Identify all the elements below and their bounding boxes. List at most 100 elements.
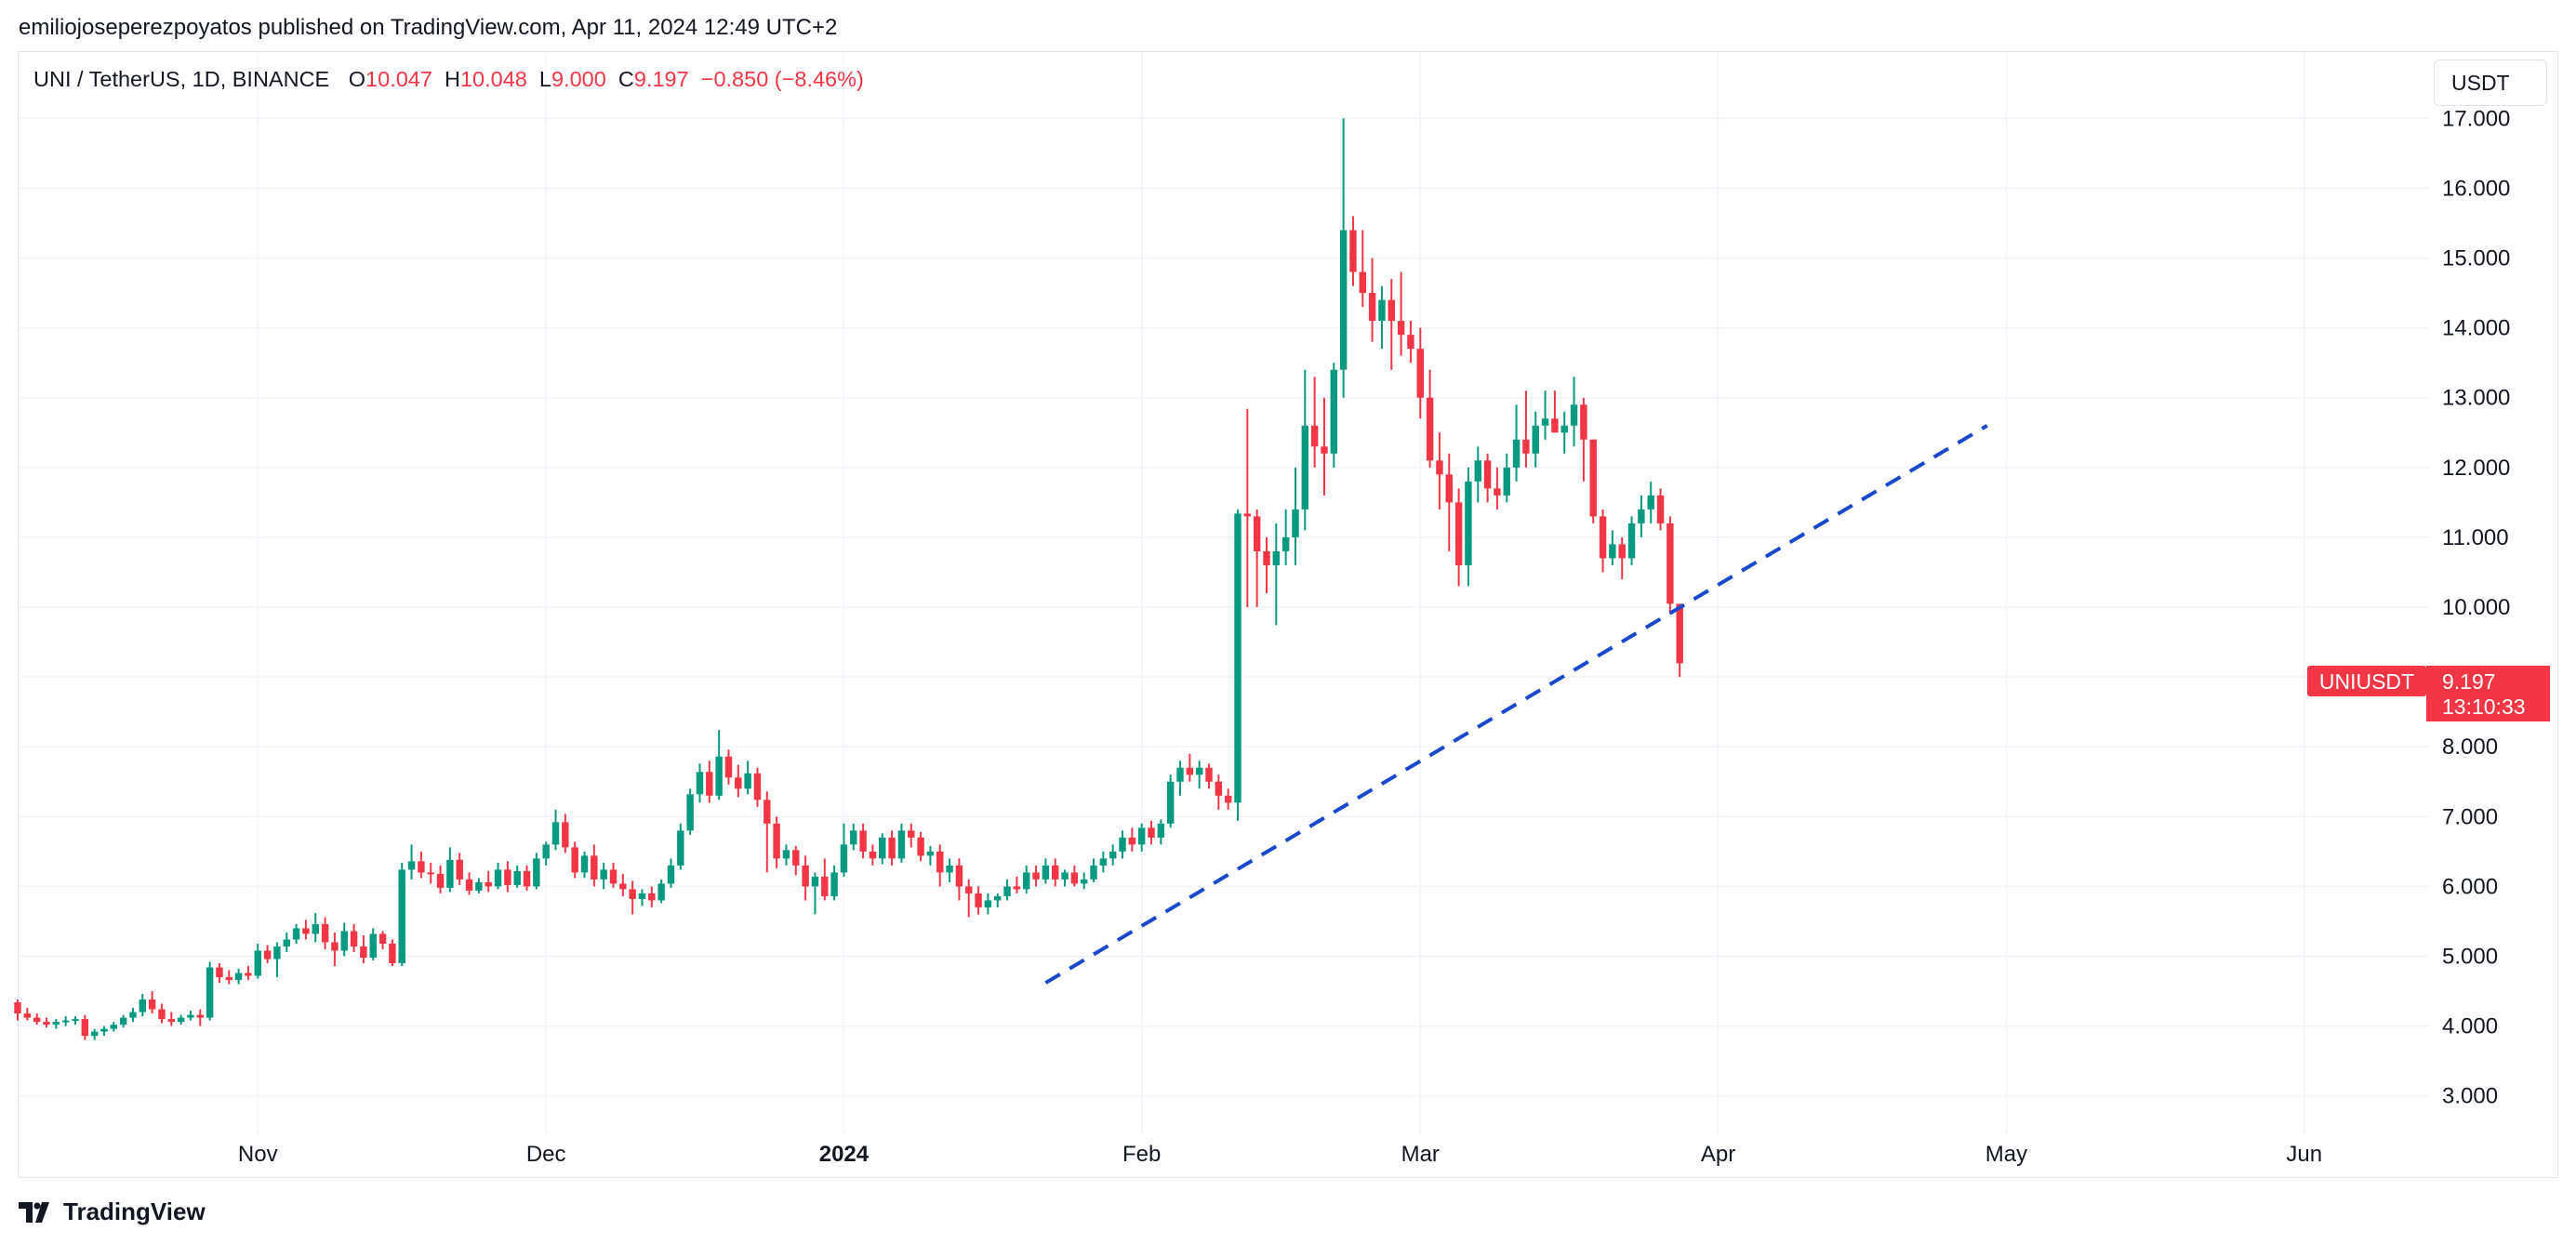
candle-body [331,942,339,951]
candle-body [533,858,540,887]
x-tick-label: Feb [1122,1142,1161,1167]
time-axis[interactable]: Nov Dec 2024 Feb Mar Apr May Jun [238,1142,2322,1167]
candle-body [1426,397,1434,461]
candle [475,878,483,893]
candle-body [1570,404,1578,426]
candle-body [571,847,578,873]
candle [1349,216,1357,286]
candle [1426,369,1434,468]
candle [888,830,896,866]
candle [936,844,944,887]
tradingview-wordmark: TradingView [63,1198,206,1225]
currency-button[interactable]: USDT [2434,60,2547,106]
candle [735,764,742,798]
candle [1253,509,1261,608]
candle-body [984,900,992,907]
candle [129,1008,137,1023]
candle [90,1028,99,1040]
candle [975,886,982,915]
candle [139,994,147,1017]
candle [273,942,281,978]
candle-body [33,1017,41,1023]
candle-body [724,756,733,778]
candle-body [696,772,704,795]
candle [1205,763,1213,789]
candle-body [90,1031,99,1037]
candle-body [1532,425,1539,454]
candle [1647,481,1654,523]
candle [724,749,733,785]
price-axis[interactable]: 3.0004.0005.0006.0007.0008.0009.00010.00… [2442,106,2510,1108]
candle-body [1263,550,1270,565]
candle [657,879,665,904]
candle [1532,411,1539,468]
candle [254,943,261,979]
candle-body [1599,516,1607,559]
grid-lines [18,52,2429,1134]
currency-button-label: USDT [2451,70,2510,95]
candle-body [1205,767,1213,782]
candle [369,928,377,961]
candle [1195,761,1203,789]
candle-body [129,1012,137,1018]
candle-body [965,886,973,893]
candle [802,855,809,901]
candle [1627,516,1636,565]
candle-body [638,893,646,899]
candle-body [418,861,425,873]
candle-body [1388,299,1396,322]
bar-countdown-label: 13:10:33 [2442,695,2526,719]
candle [897,823,906,863]
candle [1119,830,1126,859]
candle [1099,851,1108,873]
candle-body [245,973,252,976]
trendline[interactable] [1044,424,1988,985]
candle [1310,377,1319,468]
candle [465,872,473,895]
candle-body [14,1002,21,1014]
symbol-tag-label: UNIUSDT [2319,669,2414,694]
candle [764,791,771,873]
candle-body [1618,544,1626,559]
candle-body [955,865,963,887]
candle [1551,390,1559,433]
candle [1397,271,1405,356]
x-tick-label: Apr [1701,1142,1735,1167]
candle [81,1014,89,1040]
candle [331,932,339,967]
candle [446,847,454,893]
y-tick-label: 10.000 [2442,595,2510,620]
candle [753,767,762,807]
candle [1148,820,1155,845]
candle [917,831,924,862]
candle-body [1503,467,1510,496]
candle-body [580,855,589,873]
candle-body [551,822,560,845]
candle-body [1541,418,1549,426]
y-tick-label: 11.000 [2442,525,2509,550]
candle [821,858,829,901]
candle-body [1627,523,1636,559]
candle-body [1359,271,1367,294]
legend-open-value: 10.047 [365,67,432,91]
ohlc-legend: UNI / TetherUS, 1D, BINANCE O10.047 H10.… [33,67,864,92]
candle [1388,279,1396,370]
candle-body [43,1022,50,1026]
candle [158,1003,166,1024]
candle-body [504,869,511,885]
candle-body [1253,516,1261,551]
candle-body [1330,369,1338,454]
candle-body [312,923,319,934]
last-price-label: 9.197 [2442,669,2496,694]
candle [100,1026,108,1037]
candle [908,823,915,848]
candle [1494,467,1501,510]
candle-body [407,861,416,870]
candle [1128,827,1136,852]
tradingview-logo[interactable]: TradingView [19,1198,206,1226]
candle-body [1339,230,1348,370]
candle [1157,819,1165,845]
candle [1474,446,1481,503]
candle [706,761,713,803]
